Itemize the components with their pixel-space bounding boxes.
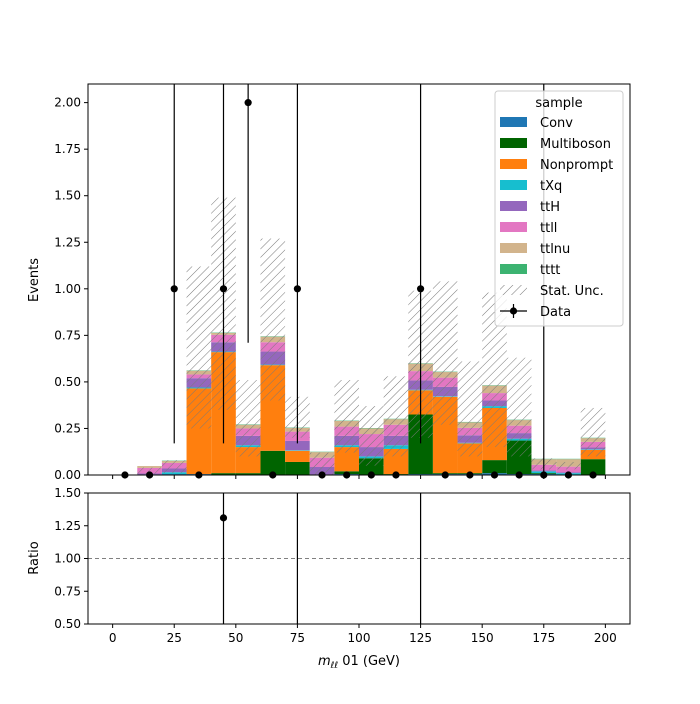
legend-label-tttt: tttt — [540, 263, 560, 278]
data-point-12 — [417, 285, 424, 292]
ratio-x-ticks: 0 25 50 75 100 125 150 175 200 — [109, 624, 617, 645]
data-point-2 — [171, 285, 178, 292]
y-tick-label-2: 0.50 — [54, 375, 81, 389]
stat-unc-band-16 — [507, 358, 532, 457]
legend-swatch-tth — [500, 201, 527, 211]
legend-swatch-nonprompt — [500, 159, 527, 169]
legend-title: sample — [535, 96, 582, 111]
main-x-ticks — [113, 475, 606, 479]
main-y-ticks: 0.00 0.25 0.50 0.75 1.00 1.25 1.50 1.75 2.00 — [54, 96, 88, 482]
y-tick-label-1: 0.25 — [54, 421, 81, 435]
y-tick-label-8: 2.00 — [54, 96, 81, 110]
stat-unc-band-6 — [260, 239, 285, 401]
y-tick-label-7: 1.75 — [54, 142, 81, 156]
stat-unc-band-18 — [556, 462, 581, 469]
legend-data-marker — [510, 307, 517, 314]
stat-unc-band-19 — [581, 408, 606, 456]
legend-label-ttlnu: ttlnu — [540, 242, 570, 257]
stat-unc-band-9 — [334, 380, 359, 453]
ratio-y-axis-label: Ratio — [27, 541, 42, 574]
stat-unc-band-13 — [433, 281, 458, 424]
stat-unc-band-14 — [458, 361, 483, 456]
legend-label-data: Data — [540, 305, 571, 320]
x-axis-label: mℓℓ 01 (GeV) — [318, 654, 400, 671]
bar-multiboson-6 — [260, 451, 285, 475]
ratio-y-tick-label-4: 1.50 — [54, 486, 81, 500]
x-tick-label-8: 200 — [594, 631, 617, 645]
ratio-y-ticks: 0.50 0.75 1.00 1.25 1.50 — [54, 486, 88, 631]
legend-label-ttll: ttll — [540, 221, 557, 236]
y-tick-label-3: 0.75 — [54, 328, 81, 342]
stat-unc-band-3 — [187, 266, 212, 428]
x-tick-label-5: 125 — [409, 631, 432, 645]
bar-nonprompt-7 — [285, 451, 310, 462]
y-axis-label: Events — [27, 258, 42, 302]
legend-swatch-ttll — [500, 222, 527, 232]
legend-swatch-multiboson — [500, 138, 527, 148]
legend-label-txq: tXq — [540, 179, 562, 194]
x-tick-label-1: 25 — [167, 631, 182, 645]
y-tick-label-5: 1.25 — [54, 235, 81, 249]
legend-swatch-tttt — [500, 264, 527, 274]
x-tick-label-0: 0 — [109, 631, 117, 645]
ratio-point-0 — [220, 514, 227, 521]
legend: sample Conv Multiboson Nonprompt tXq ttH ttll… — [495, 91, 623, 326]
stat-unc-band-5 — [236, 380, 261, 456]
ratio-y-tick-label-0: 0.50 — [54, 617, 81, 631]
legend-label-conv: Conv — [540, 116, 573, 131]
stat-unc-band-2 — [162, 460, 187, 473]
x-tick-label-2: 50 — [228, 631, 243, 645]
y-tick-label-6: 1.50 — [54, 189, 81, 203]
x-tick-label-7: 175 — [532, 631, 555, 645]
ratio-y-tick-label-3: 1.25 — [54, 519, 81, 533]
ratio-axes-frame — [88, 493, 630, 624]
x-tick-label-4: 100 — [348, 631, 371, 645]
legend-swatch-conv — [500, 117, 527, 127]
ratio-plot-area: 0.50 0.75 1.00 1.25 1.50 0 25 50 75 100 125 150 175… — [27, 486, 630, 671]
y-tick-label-4: 1.00 — [54, 282, 81, 296]
legend-swatch-stat-unc- — [500, 285, 527, 295]
data-point-7 — [294, 285, 301, 292]
y-tick-label-0: 0.00 — [54, 468, 81, 482]
x-tick-label-3: 75 — [290, 631, 305, 645]
legend-swatch-txq — [500, 180, 527, 190]
legend-swatch-ttlnu — [500, 243, 527, 253]
ratio-y-tick-label-2: 1.00 — [54, 552, 81, 566]
legend-label-stat-unc-: Stat. Unc. — [540, 284, 604, 299]
stat-unc-band-11 — [384, 376, 409, 456]
data-point-4 — [220, 285, 227, 292]
x-tick-label-6: 150 — [471, 631, 494, 645]
legend-label-multiboson: Multiboson — [540, 137, 611, 152]
bar-multiboson-7 — [285, 462, 310, 475]
ratio-content — [88, 493, 630, 624]
legend-label-nonprompt: Nonprompt — [540, 158, 613, 173]
data-point-5 — [245, 99, 252, 106]
bar-txq-7 — [285, 450, 310, 451]
bar-multiboson-15 — [482, 460, 507, 473]
ratio-y-tick-label-1: 0.75 — [54, 584, 81, 598]
stat-unc-band-10 — [359, 406, 384, 466]
legend-label-tth: ttH — [540, 200, 560, 215]
